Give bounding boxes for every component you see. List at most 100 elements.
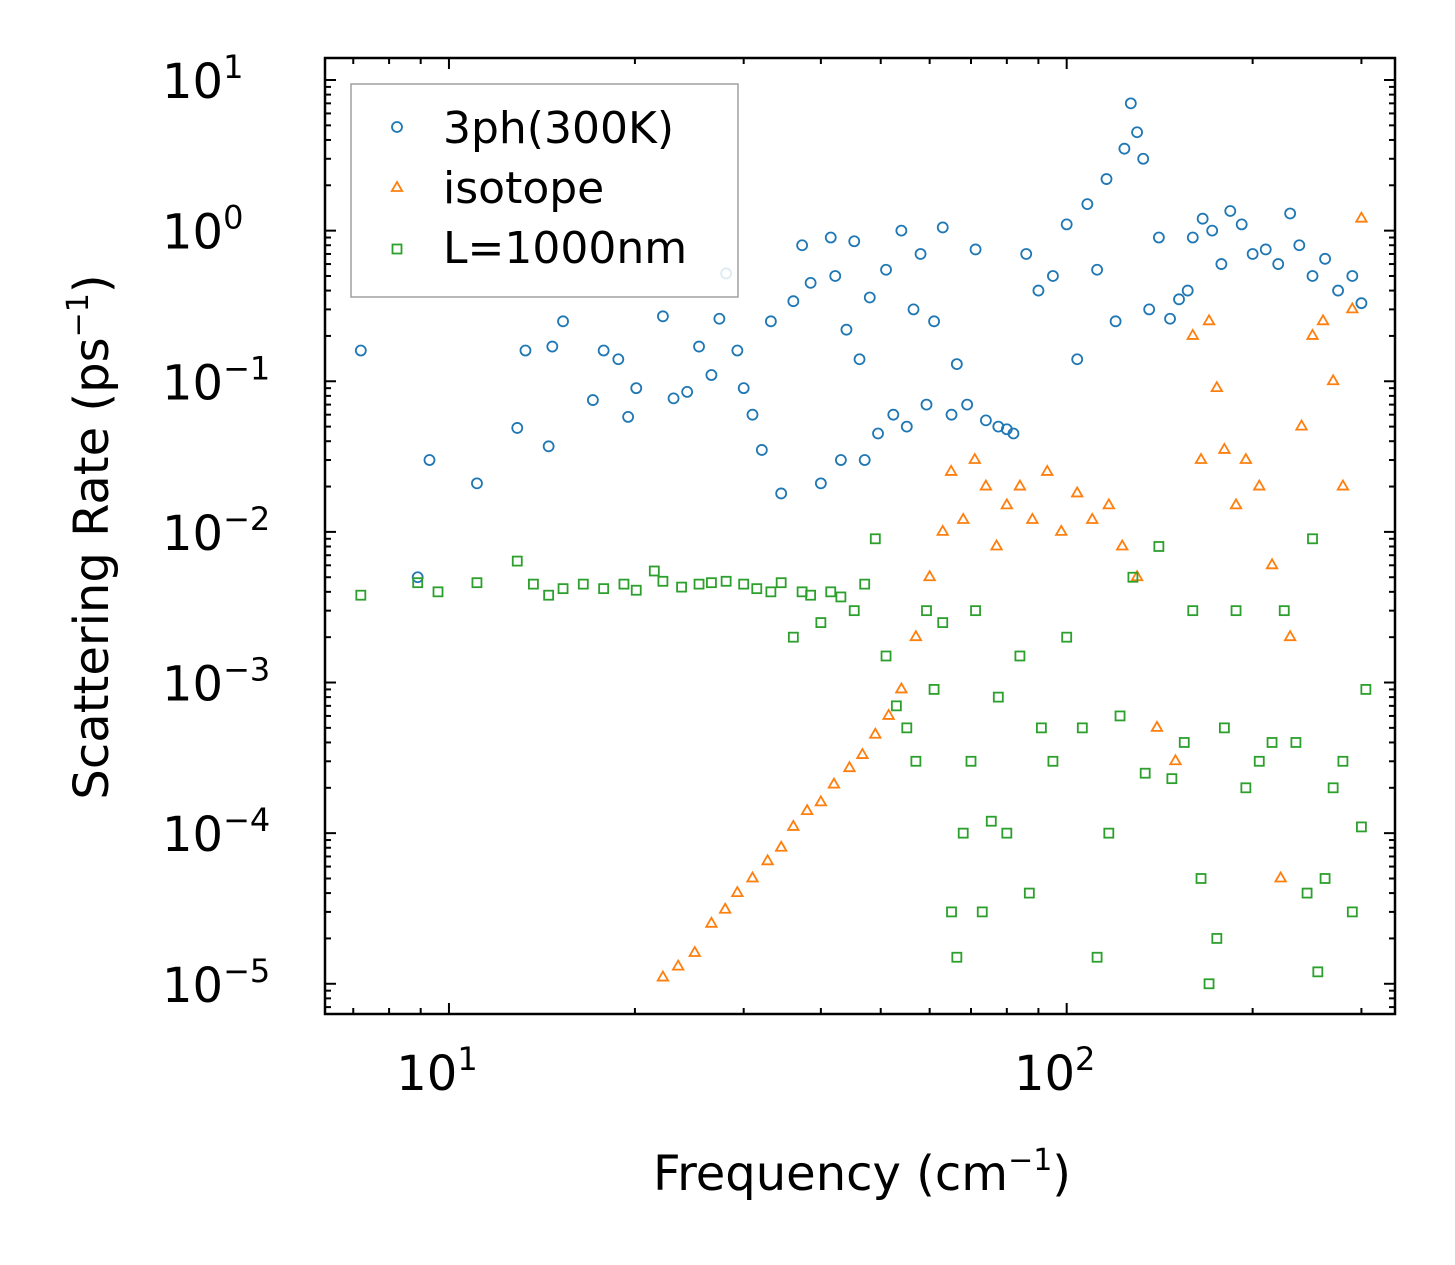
- data-point-circle: [731, 344, 744, 357]
- y-tick-label: 101: [162, 48, 243, 110]
- data-point-triangle: [1070, 485, 1084, 498]
- data-point-triangle: [688, 945, 702, 957]
- data-point-square: [1114, 710, 1126, 722]
- data-point-circle: [945, 408, 958, 421]
- y-axis-label: Scattering Rate (ps−1): [61, 274, 120, 799]
- data-point-circle: [1100, 173, 1113, 185]
- data-point-square: [1178, 737, 1190, 748]
- data-point-square: [720, 575, 732, 587]
- data-point-square: [835, 591, 847, 603]
- data-point-circle: [630, 382, 643, 395]
- data-point-circle: [804, 276, 817, 289]
- data-point-circle: [1355, 297, 1368, 310]
- data-point-circle: [1131, 126, 1143, 139]
- data-point-square: [1195, 873, 1207, 884]
- data-point-square: [1301, 887, 1313, 899]
- data-point-triangle: [922, 569, 937, 582]
- data-point-square: [511, 555, 523, 567]
- data-point-triangle: [1354, 210, 1369, 223]
- x-tick-label: 102: [1014, 1040, 1095, 1102]
- data-point-triangle: [855, 747, 870, 759]
- data-point-circle: [423, 454, 436, 466]
- data-point-triangle: [1316, 313, 1330, 326]
- data-point-triangle: [1345, 301, 1360, 314]
- data-point-square: [951, 951, 963, 963]
- data-point-circle: [354, 344, 367, 357]
- data-point-triangle: [1085, 512, 1100, 524]
- tick-labels: 101 102 101 100 10−1 10−2 10−3 10−4 10−5: [162, 48, 1095, 1102]
- data-point-circle: [657, 310, 669, 323]
- data-point-triangle: [760, 853, 775, 866]
- data-point-square: [880, 650, 892, 662]
- data-point-circle: [1272, 258, 1285, 270]
- data-point-square: [1187, 605, 1199, 617]
- data-point-circle: [557, 315, 569, 328]
- data-point-triangle: [774, 839, 788, 852]
- data-point-circle: [1143, 303, 1156, 316]
- y-tick-label: 10−5: [162, 952, 270, 1014]
- data-point-circle: [622, 410, 635, 423]
- data-point-circle: [1091, 263, 1103, 276]
- data-point-square: [1360, 684, 1372, 695]
- data-point-circle: [1020, 248, 1033, 260]
- data-point-triangle: [730, 885, 745, 897]
- y-tick-label: 10−1: [162, 349, 270, 411]
- data-point-circle: [597, 344, 610, 357]
- data-point-square: [1307, 533, 1318, 545]
- data-point-square: [528, 578, 539, 590]
- data-point-square: [910, 755, 922, 767]
- data-point-triangle: [1102, 497, 1116, 510]
- data-point-circle: [1186, 231, 1199, 244]
- data-point-circle: [853, 353, 866, 366]
- data-point-triangle: [814, 794, 828, 807]
- data-point-circle: [705, 369, 718, 381]
- data-point-square: [957, 827, 969, 839]
- data-point-circle: [900, 420, 913, 433]
- data-point-circle: [920, 398, 933, 411]
- data-point-square: [1319, 873, 1331, 884]
- data-point-circle: [858, 454, 871, 466]
- data-point-triangle: [827, 776, 841, 789]
- data-point-circle: [914, 248, 927, 260]
- data-point-circle: [1152, 231, 1165, 244]
- data-point-circle: [519, 344, 532, 357]
- data-point-square: [738, 578, 750, 590]
- series-2-points: [355, 533, 1372, 990]
- data-point-triangle: [1336, 478, 1350, 491]
- data-point-square: [1240, 782, 1252, 794]
- data-point-circle: [411, 571, 424, 584]
- data-point-square: [355, 589, 367, 601]
- legend-label-3ph: 3ph(300K): [443, 103, 674, 154]
- data-point-square: [1166, 773, 1178, 785]
- data-point-square: [928, 684, 940, 695]
- data-point-triangle: [1186, 328, 1200, 340]
- data-point-square: [1014, 650, 1026, 662]
- data-point-triangle: [1054, 524, 1069, 536]
- data-point-triangle: [1115, 538, 1129, 551]
- data-point-triangle: [1210, 380, 1224, 393]
- data-point-circle: [1060, 218, 1073, 231]
- data-point-circle: [1206, 224, 1219, 237]
- data-point-triangle: [1229, 497, 1243, 510]
- data-point-square: [859, 578, 871, 590]
- data-point-triangle: [656, 969, 670, 982]
- data-point-circle: [1071, 353, 1084, 366]
- data-point-square: [805, 589, 817, 601]
- data-point-circle: [1319, 252, 1331, 265]
- data-point-triangle: [956, 512, 970, 524]
- data-point-square: [412, 577, 424, 589]
- data-point-circle: [961, 398, 974, 411]
- data-point-triangle: [704, 916, 719, 928]
- data-point-triangle: [1217, 442, 1232, 454]
- data-point-triangle: [745, 870, 760, 883]
- data-point-square: [706, 577, 717, 589]
- data-point-square: [1290, 737, 1302, 748]
- data-point-square: [1076, 722, 1088, 734]
- data-point-circle: [713, 312, 726, 325]
- data-point-circle: [969, 243, 982, 256]
- data-point-circle: [887, 408, 900, 421]
- data-point-square: [992, 691, 1004, 703]
- data-point-circle: [542, 440, 555, 453]
- data-point-square: [1327, 782, 1339, 794]
- data-point-circle: [796, 239, 809, 252]
